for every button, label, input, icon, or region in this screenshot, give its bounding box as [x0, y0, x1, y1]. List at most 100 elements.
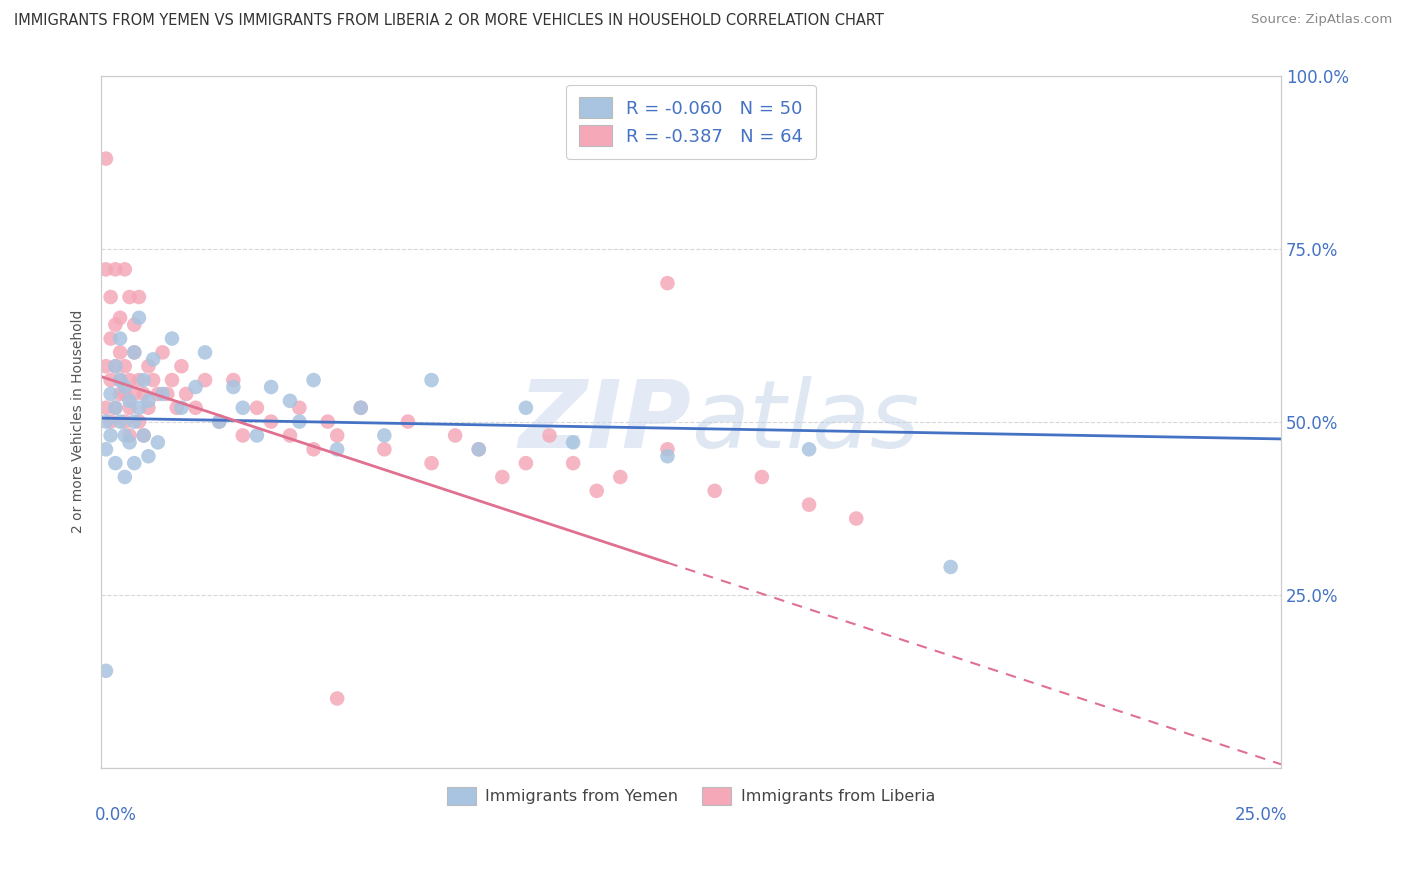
Point	[797, 442, 820, 457]
Point	[114, 470, 136, 484]
Point	[94, 415, 117, 429]
Point	[108, 310, 131, 325]
Point	[444, 428, 467, 442]
Point	[657, 442, 679, 457]
Point	[350, 401, 373, 415]
Point	[373, 428, 395, 442]
Point	[104, 359, 127, 374]
Point	[156, 387, 179, 401]
Point	[316, 415, 339, 429]
Point	[278, 428, 301, 442]
Point	[222, 373, 245, 387]
Point	[232, 428, 254, 442]
Point	[118, 393, 141, 408]
Point	[138, 401, 160, 415]
Point	[100, 290, 122, 304]
Point	[94, 262, 117, 277]
Point	[246, 428, 269, 442]
Point	[100, 332, 122, 346]
Point	[118, 401, 141, 415]
Text: 0.0%: 0.0%	[96, 805, 138, 824]
Y-axis label: 2 or more Vehicles in Household: 2 or more Vehicles in Household	[72, 310, 86, 533]
Point	[562, 435, 585, 450]
Point	[609, 470, 631, 484]
Point	[108, 332, 131, 346]
Point	[208, 415, 231, 429]
Point	[100, 415, 122, 429]
Point	[122, 345, 145, 359]
Point	[146, 387, 169, 401]
Point	[152, 345, 174, 359]
Point	[467, 442, 489, 457]
Point	[94, 442, 117, 457]
Legend: Immigrants from Yemen, Immigrants from Liberia: Immigrants from Yemen, Immigrants from L…	[440, 780, 942, 812]
Point	[222, 380, 245, 394]
Point	[104, 401, 127, 415]
Point	[288, 415, 311, 429]
Point	[585, 483, 607, 498]
Point	[170, 401, 193, 415]
Point	[128, 401, 150, 415]
Point	[194, 373, 217, 387]
Point	[114, 387, 136, 401]
Point	[184, 380, 207, 394]
Point	[184, 401, 207, 415]
Point	[132, 373, 155, 387]
Point	[160, 332, 183, 346]
Point	[100, 373, 122, 387]
Point	[326, 442, 349, 457]
Point	[100, 387, 122, 401]
Point	[132, 428, 155, 442]
Point	[657, 449, 679, 463]
Point	[94, 359, 117, 374]
Point	[122, 345, 145, 359]
Point	[138, 393, 160, 408]
Point	[118, 435, 141, 450]
Point	[288, 401, 311, 415]
Text: 25.0%: 25.0%	[1234, 805, 1286, 824]
Point	[845, 511, 868, 525]
Point	[166, 401, 188, 415]
Point	[118, 290, 141, 304]
Point	[491, 470, 513, 484]
Point	[396, 415, 419, 429]
Point	[118, 428, 141, 442]
Point	[152, 387, 174, 401]
Point	[420, 456, 443, 470]
Point	[122, 415, 145, 429]
Point	[515, 456, 537, 470]
Point	[420, 373, 443, 387]
Point	[108, 387, 131, 401]
Point	[114, 415, 136, 429]
Point	[138, 359, 160, 374]
Point	[260, 380, 283, 394]
Point	[128, 415, 150, 429]
Text: atlas: atlas	[692, 376, 920, 467]
Point	[278, 393, 301, 408]
Point	[122, 318, 145, 332]
Point	[562, 456, 585, 470]
Point	[467, 442, 489, 457]
Point	[94, 152, 117, 166]
Text: IMMIGRANTS FROM YEMEN VS IMMIGRANTS FROM LIBERIA 2 OR MORE VEHICLES IN HOUSEHOLD: IMMIGRANTS FROM YEMEN VS IMMIGRANTS FROM…	[14, 13, 884, 29]
Point	[114, 262, 136, 277]
Point	[104, 456, 127, 470]
Point	[326, 691, 349, 706]
Point	[104, 318, 127, 332]
Point	[118, 373, 141, 387]
Point	[122, 387, 145, 401]
Point	[94, 664, 117, 678]
Point	[108, 415, 131, 429]
Point	[260, 415, 283, 429]
Point	[104, 262, 127, 277]
Point	[100, 428, 122, 442]
Point	[373, 442, 395, 457]
Point	[132, 387, 155, 401]
Point	[114, 359, 136, 374]
Point	[142, 373, 165, 387]
Point	[142, 352, 165, 367]
Text: Source: ZipAtlas.com: Source: ZipAtlas.com	[1251, 13, 1392, 27]
Point	[246, 401, 269, 415]
Point	[114, 428, 136, 442]
Point	[657, 276, 679, 290]
